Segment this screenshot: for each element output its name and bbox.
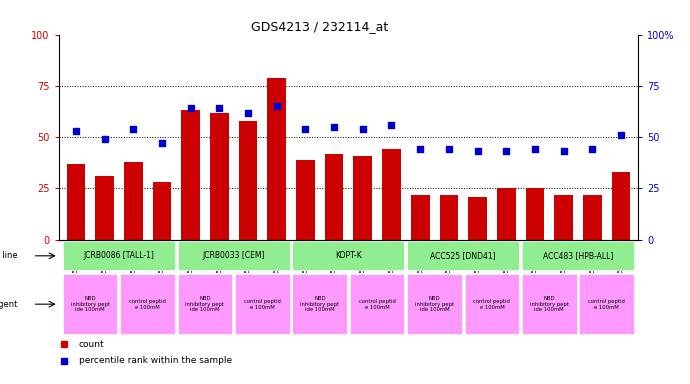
Bar [239, 121, 257, 240]
Point [185, 105, 196, 111]
Text: control peptid
e 100mM: control peptid e 100mM [359, 299, 395, 310]
Text: NBD
inhibitory pept
ide 100mM: NBD inhibitory pept ide 100mM [415, 296, 454, 313]
Bar [66, 164, 85, 240]
Bar [268, 78, 286, 240]
Point [415, 146, 426, 152]
Text: NBD
inhibitory pept
ide 100mM: NBD inhibitory pept ide 100mM [70, 296, 110, 313]
Point [615, 132, 627, 138]
Bar [612, 172, 631, 240]
Bar [382, 149, 401, 240]
Point [157, 140, 168, 146]
Text: cell line: cell line [0, 251, 18, 260]
Point [214, 105, 225, 111]
Text: ACC483 [HPB-ALL]: ACC483 [HPB-ALL] [543, 251, 613, 260]
Bar [526, 189, 544, 240]
Text: percentile rank within the sample: percentile rank within the sample [79, 356, 232, 365]
Text: NBD
inhibitory pept
ide 100mM: NBD inhibitory pept ide 100mM [300, 296, 339, 313]
Bar [554, 195, 573, 240]
Bar [178, 274, 233, 334]
Bar [353, 156, 372, 240]
Bar [464, 274, 519, 334]
Bar [63, 274, 117, 334]
Text: JCRB0086 [TALL-1]: JCRB0086 [TALL-1] [83, 251, 155, 260]
Bar [152, 182, 171, 240]
Point [501, 149, 512, 155]
Point [328, 124, 339, 130]
Bar [235, 274, 290, 334]
Bar [407, 241, 519, 270]
Bar [411, 195, 429, 240]
Bar [124, 162, 143, 240]
Bar [296, 160, 315, 240]
Text: JCRB0033 [CEM]: JCRB0033 [CEM] [202, 251, 265, 260]
Point [444, 146, 455, 152]
Text: control peptid
e 100mM: control peptid e 100mM [589, 299, 625, 310]
Bar [522, 241, 634, 270]
Title: GDS4213 / 232114_at: GDS4213 / 232114_at [251, 20, 388, 33]
Bar [325, 154, 344, 240]
Bar [120, 274, 175, 334]
Text: agent: agent [0, 300, 18, 309]
Point [386, 122, 397, 128]
Bar [440, 195, 458, 240]
Bar [497, 189, 515, 240]
Text: NBD
inhibitory pept
ide 100mM: NBD inhibitory pept ide 100mM [186, 296, 224, 313]
Bar [63, 241, 175, 270]
Point [529, 146, 540, 152]
Bar [407, 274, 462, 334]
Bar [293, 274, 347, 334]
Bar [522, 274, 577, 334]
Point [558, 149, 569, 155]
Text: count: count [79, 340, 105, 349]
Text: control peptid
e 100mM: control peptid e 100mM [473, 299, 511, 310]
Text: ACC525 [DND41]: ACC525 [DND41] [431, 251, 496, 260]
Point [99, 136, 110, 142]
Point [300, 126, 311, 132]
Text: KOPT-K: KOPT-K [335, 251, 362, 260]
Bar [469, 197, 487, 240]
Bar [178, 241, 290, 270]
Point [357, 126, 368, 132]
Point [128, 126, 139, 132]
Bar [580, 274, 634, 334]
Bar [583, 195, 602, 240]
Point [70, 128, 81, 134]
Point [472, 149, 483, 155]
Bar [350, 274, 404, 334]
Bar [210, 113, 228, 240]
Bar [181, 111, 200, 240]
Bar [293, 241, 404, 270]
Point [586, 146, 598, 152]
Point [271, 103, 282, 109]
Point [242, 109, 253, 116]
Text: control peptid
e 100mM: control peptid e 100mM [244, 299, 281, 310]
Bar [95, 176, 114, 240]
Text: NBD
inhibitory pept
ide 100mM: NBD inhibitory pept ide 100mM [530, 296, 569, 313]
Text: control peptid
e 100mM: control peptid e 100mM [129, 299, 166, 310]
